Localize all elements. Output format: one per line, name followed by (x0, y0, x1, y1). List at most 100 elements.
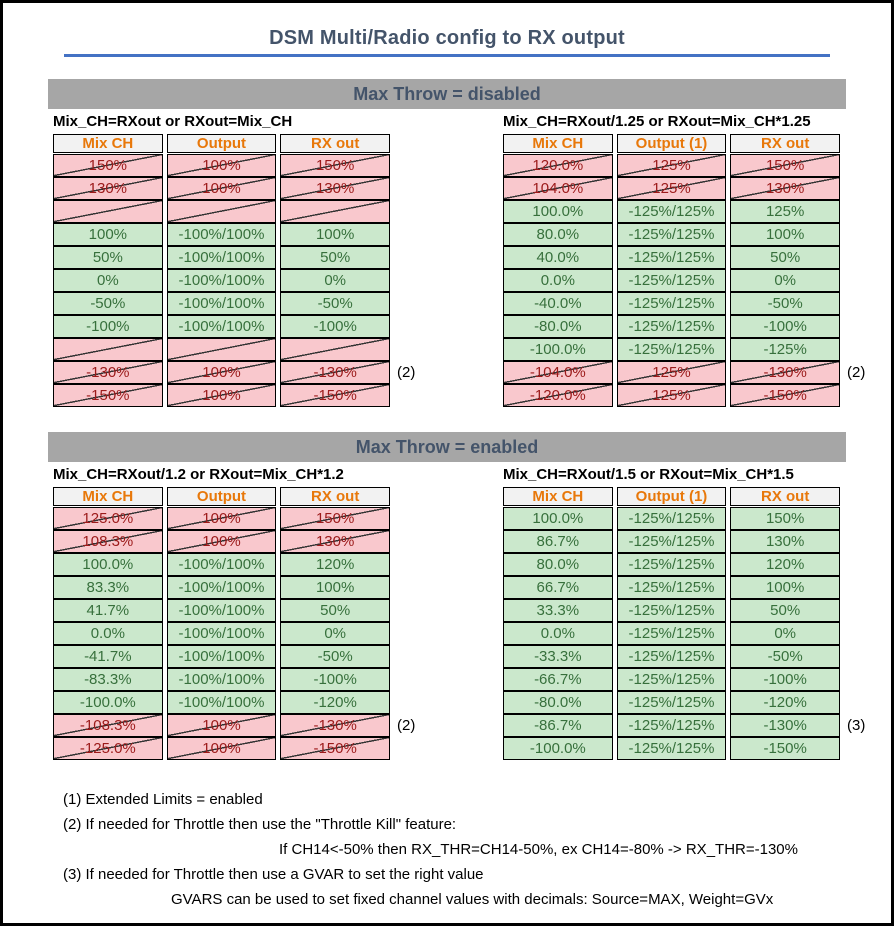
footnote: If CH14<-50% then RX_THR=CH14-50%, ex CH… (279, 841, 798, 858)
table-cell: 100% (53, 223, 163, 246)
table-cell: -125%/125% (616, 530, 727, 553)
table-cell: -100% (53, 315, 163, 338)
table-cell: -80.0% (503, 691, 613, 714)
table-cell: -125.0% (53, 737, 163, 760)
table-cell: -100.0% (503, 338, 613, 361)
table-cell: 100% (166, 177, 277, 200)
table-cell: -100%/100% (166, 668, 277, 691)
sections: Max Throw = disabled Mix_CH=RXout or RXou… (3, 79, 891, 760)
table-cell: 100.0% (503, 200, 613, 223)
column-header: Output (166, 487, 277, 506)
tables-row: Mix_CH=RXout or RXout=Mix_CH (2) Mix CH Out… (48, 111, 865, 407)
table-cell (280, 200, 390, 223)
column-header: Mix CH (503, 134, 613, 153)
table-cell: -150% (730, 737, 840, 760)
table-cell: 50% (730, 599, 840, 622)
table-cell: -100%/100% (166, 599, 277, 622)
table-cell: 0.0% (53, 622, 163, 645)
table-cell: -125%/125% (616, 622, 727, 645)
table-cell: 0% (730, 622, 840, 645)
table-cell: 104.0% (503, 177, 613, 200)
table-cell: -150% (53, 384, 163, 407)
table-cell: 83.3% (53, 576, 163, 599)
column-header: Output (1) (616, 487, 727, 506)
table-cell: -125% (730, 338, 840, 361)
table-cell: 130% (730, 177, 840, 200)
table-cell: 0% (730, 269, 840, 292)
table-cell: -66.7% (503, 668, 613, 691)
table-cell: -150% (280, 384, 390, 407)
column-header: Output (166, 134, 277, 153)
table-cell: 50% (730, 246, 840, 269)
table-cell: 108.3% (53, 530, 163, 553)
table-cell: -125%/125% (616, 576, 727, 599)
column-header: RX out (280, 487, 390, 506)
footnotes: (1) Extended Limits = enabled (2) If need… (63, 787, 891, 912)
table-cell: 125% (616, 154, 727, 177)
table-cell: -104.0% (503, 361, 613, 384)
table-cell: -50% (53, 292, 163, 315)
table-cell: -125%/125% (616, 507, 727, 530)
table-cell: -50% (730, 645, 840, 668)
table-cell: 120% (280, 553, 390, 576)
table-cell: 100% (166, 361, 277, 384)
footnote: (3) If needed for Throttle then use a GV… (63, 866, 484, 883)
table-cell: 100% (280, 223, 390, 246)
table-cell: -125%/125% (616, 645, 727, 668)
table-cell: 125% (616, 361, 727, 384)
table-cell: 100.0% (503, 507, 613, 530)
table-cell: -100%/100% (166, 691, 277, 714)
table-cell: -120.0% (503, 384, 613, 407)
table-cell: 120% (730, 553, 840, 576)
table-cell: -100%/100% (166, 223, 277, 246)
section: Max Throw = disabled Mix_CH=RXout or RXou… (3, 79, 891, 407)
table-cell: 130% (280, 177, 390, 200)
table-cell: -100%/100% (166, 622, 277, 645)
section-header: Max Throw = enabled (48, 432, 846, 462)
table-cell: -125%/125% (616, 668, 727, 691)
table-cell: 150% (280, 154, 390, 177)
table-cell: 50% (280, 246, 390, 269)
column-header: RX out (730, 487, 840, 506)
table-cell (166, 338, 277, 361)
table-cell: -100%/100% (166, 645, 277, 668)
table-cell: 100% (166, 507, 277, 530)
table-cell: -125%/125% (616, 246, 727, 269)
table-note: (2) (847, 364, 866, 381)
table-cell: -100.0% (53, 691, 163, 714)
table-cell: 130% (53, 177, 163, 200)
footnote: GVARS can be used to set fixed channel v… (171, 891, 774, 908)
table-block: Mix_CH=RXout/1.2 or RXout=Mix_CH*1.2 (2) M… (53, 464, 415, 760)
table-cell: -100%/100% (166, 269, 277, 292)
table-block: Mix_CH=RXout or RXout=Mix_CH (2) Mix CH Out… (53, 111, 415, 407)
table-cell: -125%/125% (616, 553, 727, 576)
column-header: Output (1) (616, 134, 727, 153)
table-cell: -100% (730, 315, 840, 338)
footnote: (1) Extended Limits = enabled (63, 791, 263, 808)
table-cell: -100% (280, 668, 390, 691)
table-cell: 125% (616, 384, 727, 407)
column-header: Mix CH (53, 134, 163, 153)
table-cell: -130% (730, 361, 840, 384)
table-cell: 80.0% (503, 553, 613, 576)
data-table: Mix CH Output (1) RX out 120.0% 125% 150% 104.… (503, 134, 840, 407)
table-cell: 80.0% (503, 223, 613, 246)
table-cell: 50% (53, 246, 163, 269)
table-cell: 66.7% (503, 576, 613, 599)
table-cell: -120% (280, 691, 390, 714)
table-cell: -108.3% (53, 714, 163, 737)
table-cell: -100%/100% (166, 576, 277, 599)
table-cell: -125%/125% (616, 269, 727, 292)
table-cell: -100%/100% (166, 553, 277, 576)
table-cell: 50% (280, 599, 390, 622)
table-cell: -100%/100% (166, 246, 277, 269)
table-cell: -125%/125% (616, 200, 727, 223)
section-header: Max Throw = disabled (48, 79, 846, 109)
table-cell: 150% (730, 154, 840, 177)
table-cell (280, 338, 390, 361)
table-cell: 150% (280, 507, 390, 530)
table-cell: -125%/125% (616, 223, 727, 246)
column-header: RX out (730, 134, 840, 153)
table-block: Mix_CH=RXout/1.25 or RXout=Mix_CH*1.25 (2… (503, 111, 865, 407)
table-cell: -125%/125% (616, 315, 727, 338)
